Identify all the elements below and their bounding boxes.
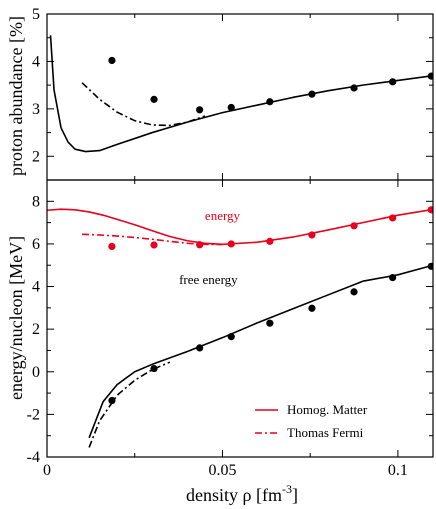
- frame-bottom-panel: [46, 179, 434, 458]
- legend: Homog. Matter Thomas Fermi: [255, 402, 368, 440]
- y-tick-label-bottom-panel-5: 6: [32, 236, 40, 253]
- x-tick-label-2: 0.1: [388, 462, 408, 479]
- marker-data-8: [427, 72, 433, 80]
- marker-data-5: [308, 90, 316, 98]
- marker-data-7: [389, 78, 397, 86]
- plot-area-top-panel: [49, 35, 433, 153]
- marker-energy-data-0: [108, 242, 116, 251]
- top-y-axis-label: proton abundance [%]: [6, 16, 26, 176]
- marker-free-energy-data-8: [427, 262, 433, 270]
- marker-energy-data-3: [227, 240, 235, 248]
- marker-free-energy-data-6: [350, 288, 358, 296]
- marker-data-4: [266, 98, 274, 106]
- bottom-panel: -4 -2 0 2 4 6 8 0 0.05 0.1: [27, 179, 434, 479]
- bottom-y-axis-label: energy/nucleon [MeV]: [6, 236, 26, 400]
- y-tick-label-bottom-panel-0: -4: [27, 449, 40, 466]
- marker-data-0: [108, 56, 116, 65]
- x-tick-label-0: 0: [43, 462, 51, 479]
- marker-data-2: [196, 106, 204, 114]
- marker-energy-data-1: [150, 241, 158, 249]
- y-tick-label-top-panel-3: 5: [32, 6, 40, 23]
- y-tick-label-bottom-panel-1: -2: [27, 406, 40, 423]
- x-tick-label-1: 0.05: [208, 462, 236, 479]
- x-axis-label-end: ]: [292, 485, 298, 505]
- marker-energy-data-6: [350, 222, 358, 230]
- annotation-energy: energy: [205, 208, 241, 223]
- x-axis-label-main: density ρ [fm: [186, 485, 282, 505]
- marker-free-energy-data-1: [150, 364, 158, 373]
- series-line-energy-thomas-fermi: [82, 233, 223, 246]
- marker-free-energy-data-2: [196, 344, 204, 352]
- marker-energy-data-2: [196, 241, 204, 249]
- series-line-energy-homog-matter: [47, 208, 433, 246]
- y-tick-label-top-panel-0: 2: [32, 148, 40, 165]
- x-axis-label-sup: -3: [282, 482, 292, 496]
- marker-free-energy-data-7: [389, 273, 397, 282]
- plot-area-bottom-panel: [47, 206, 433, 448]
- marker-free-energy-data-0: [108, 396, 116, 405]
- marker-free-energy-data-3: [227, 333, 235, 341]
- frame-top-panel: [46, 13, 434, 181]
- marker-energy-data-8: [427, 206, 433, 214]
- y-tick-label-top-panel-1: 3: [32, 101, 40, 118]
- series-line-thomas-fermi: [81, 82, 206, 127]
- marker-free-energy-data-5: [308, 304, 316, 312]
- legend-label-thomas-fermi: Thomas Fermi: [287, 425, 364, 440]
- marker-energy-data-5: [308, 231, 316, 239]
- y-tick-label-bottom-panel-6: 8: [32, 193, 40, 210]
- legend-label-homog-matter: Homog. Matter: [287, 402, 368, 417]
- y-tick-label-bottom-panel-3: 2: [32, 321, 40, 338]
- marker-data-1: [150, 95, 158, 103]
- series-line-free-energy-homog-matter: [88, 264, 433, 439]
- y-tick-label-bottom-panel-2: 0: [32, 364, 40, 381]
- marker-energy-data-4: [266, 237, 274, 245]
- marker-data-3: [227, 103, 235, 112]
- series-line-homog-matter: [49, 35, 433, 153]
- marker-free-energy-data-4: [266, 319, 274, 327]
- x-axis-label: density ρ [fm-3]: [186, 482, 298, 505]
- y-tick-label-bottom-panel-4: 4: [32, 279, 40, 296]
- annotation-free-energy: free energy: [179, 272, 238, 287]
- marker-energy-data-7: [389, 214, 397, 222]
- top-panel: 2 3 4 5: [32, 6, 434, 181]
- marker-data-6: [350, 84, 358, 92]
- y-tick-label-top-panel-2: 4: [32, 53, 40, 70]
